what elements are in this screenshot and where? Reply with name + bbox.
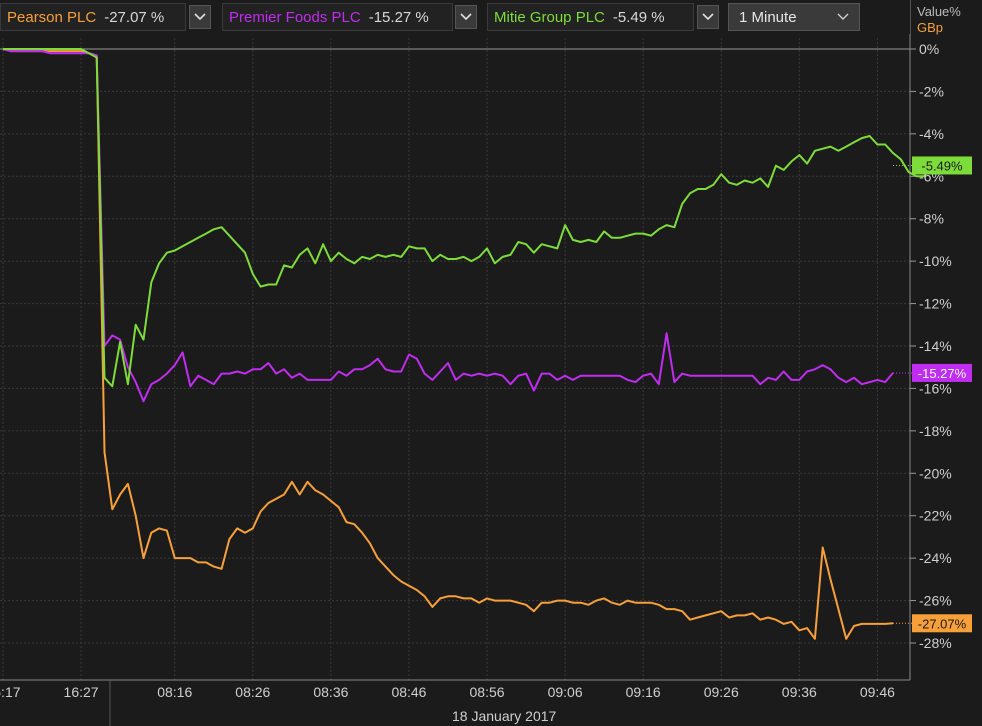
x-tick-label: 09:46 [860, 684, 895, 700]
y-tick-label: -4% [919, 126, 944, 142]
end-label-mitie: -5.49% [893, 156, 972, 175]
x-tick-label: 08:36 [313, 684, 348, 700]
end-label-box [912, 614, 972, 633]
x-tick-label: 08:56 [470, 684, 505, 700]
series-name: Pearson PLC [7, 8, 97, 26]
x-tick-label: 09:36 [782, 684, 817, 700]
y-tick-label: -12% [919, 296, 952, 312]
x-tick-label: 09:26 [704, 684, 739, 700]
series-line-premier-foods [2, 48, 894, 403]
x-tick-label: 08:46 [391, 684, 426, 700]
series-value: -27.07 % [104, 8, 165, 26]
series-mitie-dropdown[interactable] [697, 5, 719, 29]
series-pearson-dropdown[interactable] [189, 5, 211, 29]
series-premier-foods[interactable]: Premier Foods PLC -15.27 % [222, 3, 453, 31]
date-label: 18 January 2017 [452, 708, 557, 724]
y-tick-label: -24% [919, 550, 952, 566]
end-label-pearson: -27.07% [893, 614, 972, 633]
series-line-pearson [2, 48, 894, 640]
interval-select[interactable]: 1 Minute [728, 3, 860, 31]
x-tick-label: 09:16 [626, 684, 661, 700]
end-label-premier-foods: -15.27% [893, 363, 972, 382]
series-value: -15.27 % [368, 8, 429, 26]
y-tick-label: -20% [919, 465, 952, 481]
series-pearson[interactable]: Pearson PLC -27.07 % [0, 3, 186, 31]
series-line-mitie [3, 48, 948, 388]
y-tick-label: -16% [919, 380, 952, 396]
y-tick-label: -10% [919, 253, 952, 269]
y-tick-label: -8% [919, 211, 944, 227]
y-tick-label: -14% [919, 338, 952, 354]
unit-primary: Value% [917, 4, 961, 19]
y-tick-label: 0% [919, 41, 939, 57]
chevron-down-icon [837, 13, 849, 20]
interval-value: 1 Minute [739, 8, 797, 26]
end-label-text: -15.27% [918, 366, 967, 381]
series-mitie[interactable]: Mitie Group PLC -5.49 % [487, 3, 694, 31]
y-tick-label: -26% [919, 593, 952, 609]
chevron-down-icon [702, 13, 714, 21]
x-tick-label: 09:06 [548, 684, 583, 700]
series-value: -5.49 % [612, 8, 665, 26]
chevron-down-icon [194, 13, 206, 21]
series-name: Mitie Group PLC [494, 8, 605, 26]
x-tick-label: 08:26 [235, 684, 270, 700]
series-premier-foods-dropdown[interactable] [455, 5, 477, 29]
toolbar: Pearson PLC -27.07 % Premier Foods PLC -… [0, 0, 910, 34]
y-tick-label: -22% [919, 508, 952, 524]
y-tick-label: -28% [919, 635, 952, 651]
chevron-down-icon [460, 13, 472, 21]
y-tick-label: -18% [919, 423, 952, 439]
x-tick-label: 16:17 [0, 684, 21, 700]
x-tick-label: 16:27 [64, 684, 99, 700]
end-label-box [912, 156, 972, 175]
unit-secondary: GBp [917, 20, 944, 35]
y-tick-label: -2% [919, 83, 944, 99]
x-tick-label: 08:16 [157, 684, 192, 700]
end-label-box [912, 363, 972, 382]
end-label-text: -5.49% [921, 158, 963, 173]
end-label-text: -27.07% [918, 616, 967, 631]
series-name: Premier Foods PLC [229, 8, 361, 26]
